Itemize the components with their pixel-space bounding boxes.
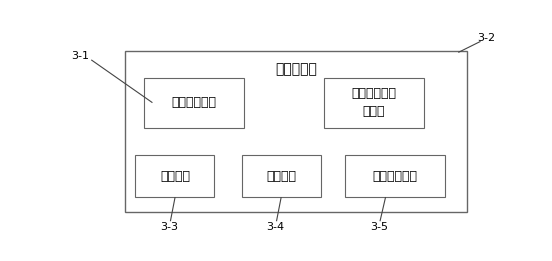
Bar [345, 155, 445, 197]
Text: 3-1: 3-1 [71, 51, 89, 61]
Text: 运算装置: 运算装置 [160, 169, 190, 182]
Text: 3-5: 3-5 [370, 222, 388, 232]
Bar [242, 155, 321, 197]
Bar [135, 155, 214, 197]
Text: 温度检测器: 温度检测器 [275, 62, 317, 76]
Text: 温度传感装置: 温度传感装置 [172, 96, 216, 109]
Text: 近距离无线通
信装置: 近距离无线通 信装置 [351, 87, 396, 118]
Text: 3-3: 3-3 [161, 222, 178, 232]
Bar [144, 78, 245, 128]
Bar [323, 78, 424, 128]
Bar [125, 51, 467, 212]
Text: 记忆电路: 记忆电路 [267, 169, 297, 182]
Text: 电池供电装置: 电池供电装置 [373, 169, 418, 182]
Text: 3-2: 3-2 [477, 33, 495, 43]
Text: 3-4: 3-4 [267, 222, 285, 232]
